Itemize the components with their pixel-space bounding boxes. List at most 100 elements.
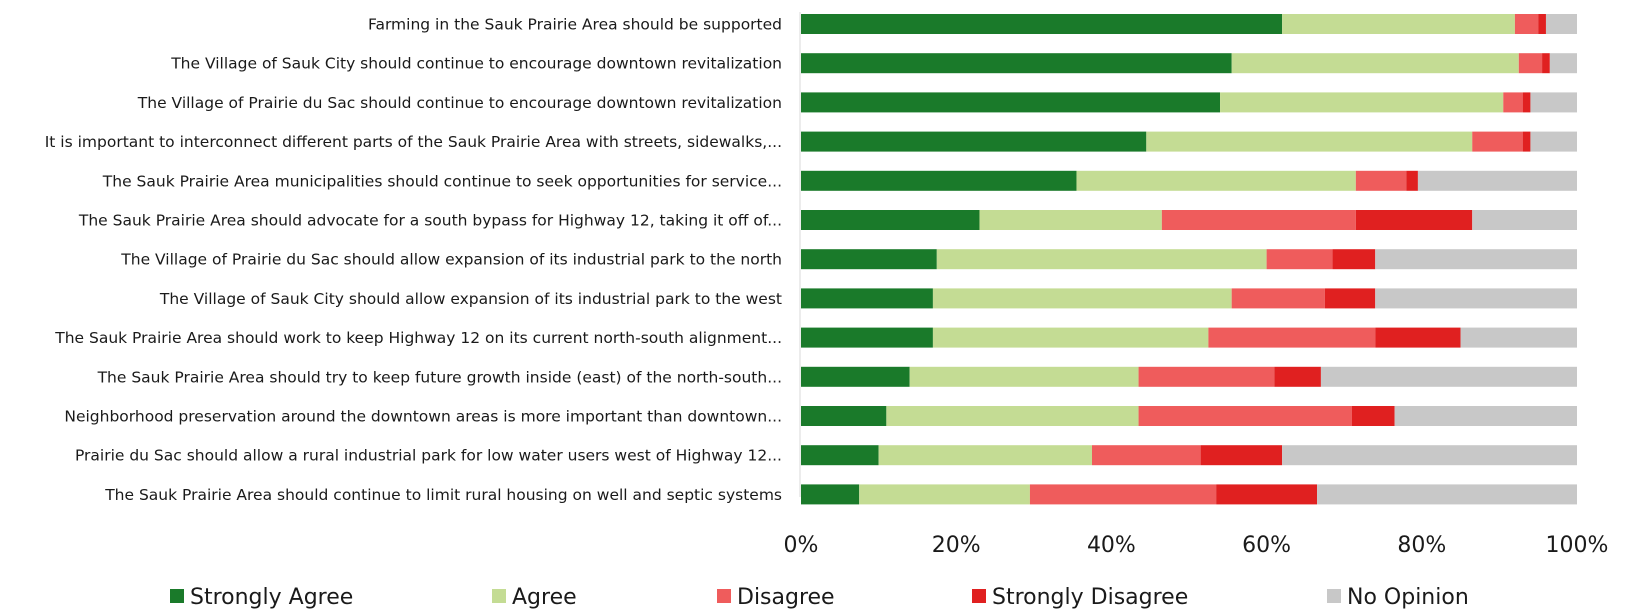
category-label: Prairie du Sac should allow a rural indu…: [75, 447, 782, 465]
x-tick-label: 100%: [1546, 533, 1609, 558]
bar-segment-agree: [932, 288, 1232, 309]
bar-segment-agree: [909, 366, 1139, 387]
bar-segment-strongly-agree: [801, 131, 1147, 152]
bar-segment-disagree: [1029, 484, 1217, 505]
bar-row: [801, 210, 1577, 230]
bar-segment-strongly-disagree: [1406, 170, 1418, 191]
bar-segment-disagree: [1161, 210, 1356, 230]
bar-row: [801, 366, 1577, 387]
bar-row: [801, 249, 1577, 270]
legend-item: Disagree: [717, 585, 835, 610]
x-tick-label: 40%: [1087, 533, 1136, 558]
category-label: Neighborhood preservation around the dow…: [64, 408, 782, 426]
bar-segment-disagree: [1138, 366, 1275, 387]
legend-swatch: [972, 589, 986, 603]
bar-segment-strongly-disagree: [1332, 249, 1376, 270]
bar-segment-disagree: [1355, 170, 1407, 191]
bar-segment-no-opinion: [1317, 484, 1577, 505]
bar-segment-strongly-agree: [801, 327, 933, 348]
bar-row: [801, 484, 1577, 505]
category-label: It is important to interconnect differen…: [45, 133, 782, 151]
bar-segment-strongly-agree: [801, 445, 879, 466]
bar-segment-strongly-disagree: [1522, 131, 1531, 152]
bar-segment-no-opinion: [1394, 406, 1577, 426]
bar-segment-disagree: [1518, 53, 1543, 74]
legend-item: No Opinion: [1327, 585, 1469, 610]
bar-row: [801, 406, 1577, 426]
bar-row: [801, 170, 1577, 191]
bar-segment-strongly-disagree: [1216, 484, 1318, 505]
bar-segment-disagree: [1503, 92, 1523, 113]
bar-segment-strongly-agree: [801, 14, 1283, 34]
bar-segment-disagree: [1231, 288, 1325, 309]
bar-segment-no-opinion: [1530, 92, 1577, 113]
bar-segment-agree: [979, 210, 1162, 230]
bar-segment-strongly-agree: [801, 366, 910, 387]
legend: Strongly Agree Agree Disagree Strongly Disa…: [170, 585, 1469, 610]
category-label: The Sauk Prairie Area should advocate fo…: [78, 212, 782, 230]
bars-group: [801, 14, 1577, 505]
legend-swatch: [717, 589, 731, 603]
bar-segment-strongly-disagree: [1375, 327, 1461, 348]
bar-segment-disagree: [1266, 249, 1333, 270]
bar-segment-strongly-agree: [801, 92, 1221, 113]
legend-swatch: [170, 589, 184, 603]
bar-segment-agree: [1220, 92, 1504, 113]
bar-segment-no-opinion: [1417, 170, 1577, 191]
bar-row: [801, 14, 1577, 34]
bar-segment-strongly-agree: [801, 484, 860, 505]
category-label: Farming in the Sauk Prairie Area should …: [368, 16, 782, 34]
legend-swatch: [1327, 589, 1341, 603]
bar-row: [801, 53, 1577, 74]
bar-segment-strongly-disagree: [1274, 366, 1321, 387]
bar-segment-agree: [936, 249, 1267, 270]
bar-segment-strongly-disagree: [1538, 14, 1546, 34]
x-tick-labels: 0% 20% 40% 60% 80% 100%: [784, 533, 1609, 558]
x-tick-label: 0%: [784, 533, 819, 558]
bar-segment-strongly-agree: [801, 249, 937, 270]
legend-item: Agree: [492, 585, 577, 610]
bar-row: [801, 288, 1577, 309]
bar-segment-strongly-disagree: [1324, 288, 1376, 309]
bar-segment-disagree: [1208, 327, 1376, 348]
x-tick-label: 80%: [1397, 533, 1446, 558]
bar-segment-disagree: [1138, 406, 1352, 426]
category-label: The Village of Sauk City should allow ex…: [159, 290, 782, 308]
legend-label: No Opinion: [1347, 585, 1469, 610]
bar-row: [801, 131, 1577, 152]
bar-row: [801, 445, 1577, 466]
bar-segment-strongly-agree: [801, 170, 1077, 191]
bar-segment-agree: [1146, 131, 1473, 152]
x-tick-label: 20%: [932, 533, 981, 558]
bar-segment-strongly-agree: [801, 406, 887, 426]
bar-segment-no-opinion: [1320, 366, 1577, 387]
legend-label: Agree: [512, 585, 577, 610]
bar-segment-agree: [859, 484, 1030, 505]
legend-label: Strongly Agree: [190, 585, 353, 610]
bar-segment-strongly-agree: [801, 53, 1232, 74]
bar-segment-agree: [1076, 170, 1356, 191]
bar-segment-agree: [878, 445, 1092, 466]
category-label: The Village of Prairie du Sac should con…: [137, 94, 782, 112]
bar-segment-agree: [886, 406, 1139, 426]
category-label: The Sauk Prairie Area should continue to…: [104, 486, 782, 504]
legend-label: Strongly Disagree: [992, 585, 1188, 610]
bar-segment-strongly-disagree: [1522, 92, 1531, 113]
category-label: The Village of Prairie du Sac should all…: [120, 251, 782, 269]
bar-segment-agree: [932, 327, 1209, 348]
bar-row: [801, 327, 1577, 348]
bar-segment-no-opinion: [1282, 445, 1577, 466]
category-labels: Farming in the Sauk Prairie Area should …: [45, 16, 782, 504]
x-tick-label: 60%: [1242, 533, 1291, 558]
bar-row: [801, 92, 1577, 113]
bar-segment-strongly-disagree: [1355, 210, 1473, 230]
legend-swatch: [492, 589, 506, 603]
bar-segment-strongly-disagree: [1351, 406, 1395, 426]
bar-segment-disagree: [1092, 445, 1201, 466]
bar-segment-no-opinion: [1549, 53, 1577, 74]
category-label: The Village of Sauk City should continue…: [170, 55, 782, 73]
bar-segment-agree: [1231, 53, 1519, 74]
bar-segment-disagree: [1472, 131, 1523, 152]
bar-segment-no-opinion: [1375, 249, 1577, 270]
